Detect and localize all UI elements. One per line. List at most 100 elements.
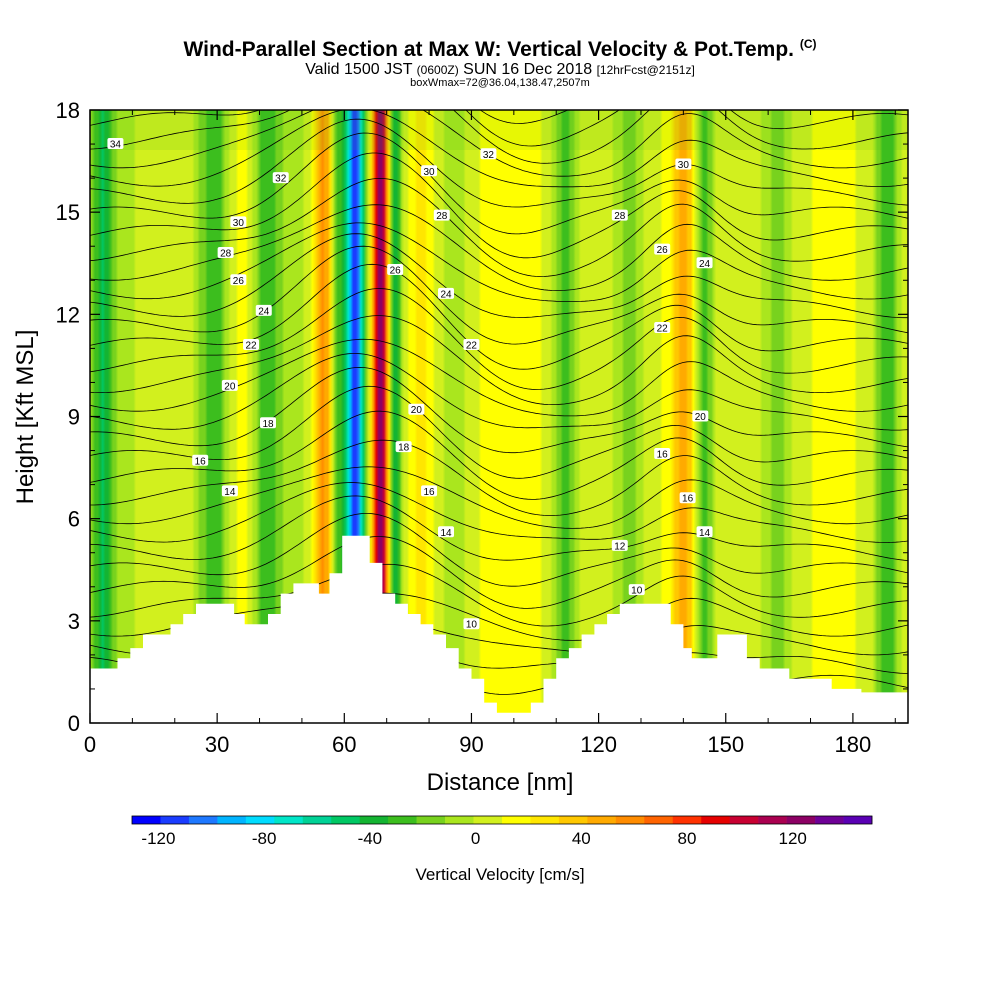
theta-contour-line: [90, 110, 908, 188]
theta-contour-label-bg: [654, 447, 671, 459]
theta-contour-line: [90, 466, 908, 529]
theta-contour-label: 26: [654, 243, 671, 256]
chart-title-text: Wind-Parallel Section at Max W: Vertical…: [183, 38, 794, 61]
theta-contour-label-text: 24: [699, 259, 711, 270]
x-axis: 0 30 60 90 120 150 180: [84, 110, 896, 757]
y-tick-label: 0: [68, 711, 80, 736]
theta-contour-label: 30: [230, 216, 247, 229]
theta-contour-label-text: 30: [233, 218, 245, 229]
vertical-shading: [90, 110, 908, 150]
colorbar-swatch: [473, 816, 503, 824]
theta-contour-label-bg: [463, 618, 480, 630]
theta-contour-label: 28: [611, 209, 628, 222]
theta-contour-label-text: 28: [220, 249, 232, 260]
theta-contour-label-text: 20: [224, 381, 236, 392]
theta-contour-label-text: 10: [631, 586, 643, 597]
theta-contour-label-bg: [438, 287, 455, 299]
colorbar-swatch: [388, 816, 417, 824]
theta-contour-label-text: 16: [195, 456, 207, 467]
theta-contour-label-bg: [421, 165, 438, 177]
theta-contour-line: [90, 563, 908, 627]
theta-contour-label: 20: [408, 403, 425, 416]
theta-contour-label: 10: [628, 584, 645, 597]
chart-title: Wind-Parallel Section at Max W: Vertical…: [0, 37, 1000, 62]
colorbar-swatch: [644, 816, 674, 824]
theta-contour-label-text: 30: [678, 160, 690, 171]
theta-contour-label: 14: [696, 526, 713, 539]
theta-contour-line: [90, 385, 908, 479]
theta-contour-line: [90, 439, 908, 516]
theta-contour-label-bg: [480, 148, 497, 160]
theta-contour-line: [90, 513, 908, 587]
y-axis: 0 3 6 9 12 15 18: [56, 98, 908, 736]
theta-contour-label-bg: [675, 158, 692, 170]
theta-contour-label-text: 30: [424, 167, 436, 178]
theta-contour-label-text: 16: [682, 494, 694, 505]
colorbar-swatch: [615, 816, 645, 824]
y-tick-label: 3: [68, 609, 80, 634]
theta-contour-label-text: 16: [657, 449, 669, 460]
theta-contour-label: 22: [463, 338, 480, 351]
theta-contour-label-text: 26: [657, 245, 669, 256]
colorbar-frame: [131, 815, 873, 825]
colorbar-tick-label: -40: [358, 829, 383, 848]
chart-subtitle-2: boxWmax=72@36.04,138.47,2507m: [410, 77, 590, 89]
theta-contour-label-bg: [387, 264, 404, 276]
theta-contour-label-bg: [255, 304, 272, 316]
x-tick-label: 30: [205, 732, 229, 757]
colorbar-swatch: [416, 816, 446, 824]
colorbar-swatch: [701, 816, 730, 824]
theta-contour-label: 20: [221, 379, 238, 392]
theta-contour-label-bg: [654, 243, 671, 255]
theta-contour-line: [90, 315, 908, 405]
theta-contour-label: 24: [696, 257, 713, 270]
theta-contour-label: 28: [217, 247, 234, 260]
theta-contour-label-bg: [260, 417, 277, 429]
plot-area: 34 32 32 30 30 30 28 28 28 26 26 26 24 24 24 22 22 22 20 20…: [90, 110, 908, 723]
theta-contour-line: [90, 110, 908, 147]
theta-contour-label-bg: [217, 247, 234, 259]
theta-contour-label-bg: [395, 441, 412, 453]
y-tick-label: 18: [56, 98, 80, 123]
theta-contour-line: [90, 110, 908, 164]
colorbar-tick-label: -80: [252, 829, 277, 848]
colorbar-swatch: [302, 816, 332, 824]
theta-contour-label: 30: [421, 165, 438, 178]
x-tick-label: 150: [707, 732, 744, 757]
theta-contour-label-bg: [272, 172, 289, 184]
theta-contour-label-text: 28: [436, 211, 448, 222]
theta-contour-label-bg: [463, 338, 480, 350]
colorbar-swatch: [217, 816, 247, 824]
theta-contour-line: [90, 245, 908, 345]
theta-contour-label-bg: [611, 539, 628, 551]
theta-contour-label-bg: [107, 138, 124, 150]
colorbar-swatch: [502, 816, 531, 824]
theta-contour-label-bg: [611, 209, 628, 221]
theta-contour-label: 16: [192, 454, 209, 467]
theta-contour-label-text: 14: [440, 528, 452, 539]
colorbar-swatch: [843, 816, 873, 824]
y-axis-label: Height [Kft MSL]: [12, 330, 39, 505]
title-mark: (C): [799, 37, 817, 51]
upper-shade: [90, 110, 908, 150]
theta-contour-label: 10: [463, 618, 480, 631]
colorbar-swatch: [188, 816, 218, 824]
y-tick-label: 12: [56, 302, 80, 327]
theta-contour-label-bg: [696, 526, 713, 538]
theta-contour-label-bg: [421, 485, 438, 497]
colorbar-swatch: [786, 816, 816, 824]
theta-contour-label: 22: [243, 338, 260, 351]
theta-contour-label-text: 12: [614, 541, 626, 552]
x-tick-label: 0: [84, 732, 96, 757]
colorbar-swatch: [359, 816, 389, 824]
theta-contour-label-text: 24: [440, 289, 452, 300]
colorbar-swatch: [160, 816, 190, 824]
subtitle-valid-time: Valid 1500 JST: [305, 61, 413, 78]
theta-contour-line: [90, 288, 908, 390]
theta-contour-label-bg: [192, 454, 209, 466]
theta-contour-label-bg: [221, 485, 238, 497]
theta-contour-label-text: 20: [695, 412, 707, 423]
theta-contour-label-text: 10: [466, 620, 478, 631]
theta-contour-label-text: 14: [224, 487, 236, 498]
y-tick-label: 6: [68, 507, 80, 532]
